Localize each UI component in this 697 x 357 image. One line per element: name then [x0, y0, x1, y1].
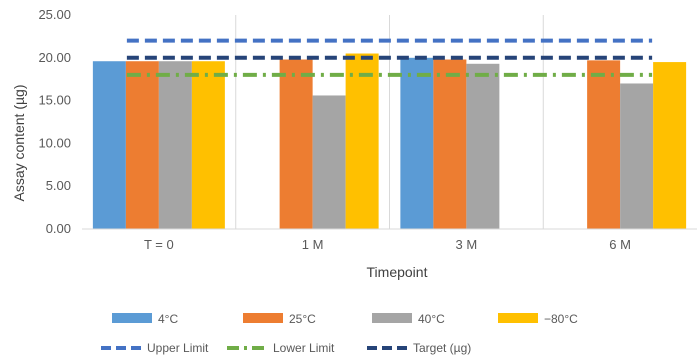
bar: [345, 53, 379, 229]
legend: 4°C 25°C 40°C −80°C Upper Limit Lower Limit Ta…: [101, 312, 578, 355]
bar: [158, 61, 192, 229]
y-tick-label: 0.00: [46, 221, 71, 236]
legend-label: −80°C: [544, 312, 578, 326]
bar: [312, 95, 346, 230]
y-tick-label: 25.00: [38, 7, 71, 22]
legend-label: Lower Limit: [273, 341, 335, 355]
y-tick-label: 10.00: [38, 135, 71, 150]
legend-label: 40°C: [418, 312, 445, 326]
legend-label: Target (µg): [413, 341, 471, 355]
y-tick-label: 20.00: [38, 50, 71, 65]
bar: [125, 61, 159, 229]
bar: [653, 62, 687, 229]
legend-swatch: [243, 313, 283, 323]
x-tick-label: 1 M: [302, 237, 324, 252]
x-tick-label: T = 0: [144, 237, 174, 252]
legend-swatch: [372, 313, 412, 323]
y-tick-label: 5.00: [46, 178, 71, 193]
y-tick-labels: 0.00 5.00 10.00 15.00 20.00 25.00: [38, 7, 71, 236]
legend-label: Upper Limit: [147, 341, 209, 355]
bar: [433, 59, 467, 230]
bar: [191, 61, 225, 229]
bars: [92, 53, 687, 230]
reference-lines: [126, 38, 653, 77]
bar: [92, 61, 126, 229]
bar: [279, 59, 313, 230]
bar: [466, 63, 500, 230]
legend-label: 25°C: [289, 312, 316, 326]
y-tick-label: 15.00: [38, 93, 71, 108]
y-axis-title: Assay content (µg): [11, 84, 27, 201]
x-tick-labels: T = 0 1 M 3 M 6 M: [144, 237, 631, 252]
bar: [400, 57, 434, 229]
x-axis-title: Timepoint: [367, 264, 428, 280]
grid: [235, 15, 544, 229]
x-tick-label: 3 M: [456, 237, 478, 252]
x-tick-label: 6 M: [609, 237, 631, 252]
legend-swatch: [498, 313, 538, 323]
bar: [587, 60, 621, 230]
legend-swatch: [112, 313, 152, 323]
legend-label: 4°C: [158, 312, 178, 326]
bar: [620, 83, 654, 229]
